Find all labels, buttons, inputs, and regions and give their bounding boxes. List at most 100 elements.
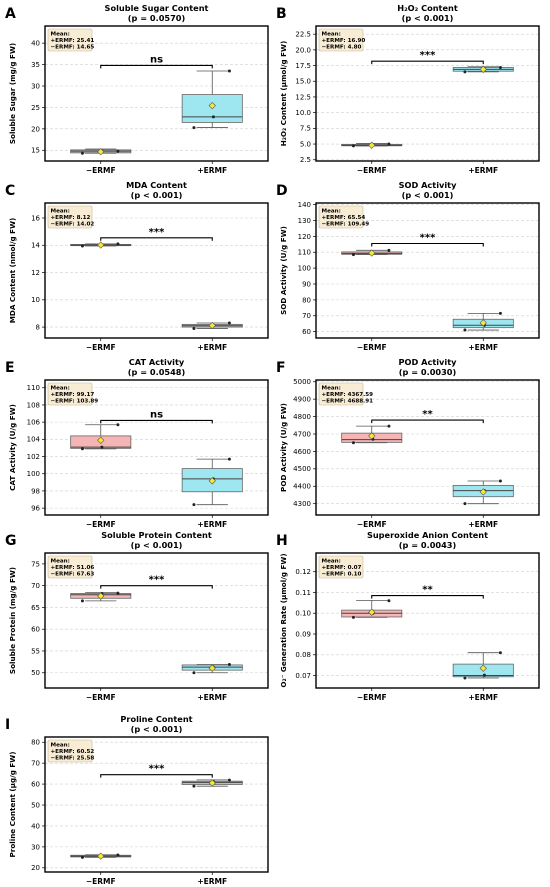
x-tick-label: −ERMF xyxy=(357,166,387,175)
y-tick-label: 75 xyxy=(31,560,40,568)
box-minus-ermf xyxy=(341,424,403,445)
panel-subtitle: (p = 0.0030) xyxy=(399,367,457,377)
y-tick-label: 60 xyxy=(302,328,311,336)
y-tick-label: 50 xyxy=(31,669,40,677)
data-point xyxy=(351,441,355,445)
data-point xyxy=(227,778,231,782)
mean-legend-entry: +ERMF: 65.54 xyxy=(322,215,366,221)
data-point xyxy=(116,423,120,427)
y-tick-label: 50 xyxy=(31,801,40,809)
data-point xyxy=(116,591,120,595)
mean-legend-entry: −ERMF: 4688.91 xyxy=(322,399,374,405)
box-plus-ermf xyxy=(452,311,514,332)
y-tick-label: 20 xyxy=(31,125,40,133)
y-tick-label: 0.12 xyxy=(295,568,311,576)
y-tick-label: 20.0 xyxy=(295,46,311,54)
data-point xyxy=(387,599,391,603)
data-point xyxy=(80,599,84,603)
mean-legend-entry: +ERMF: 16.90 xyxy=(322,38,366,44)
mean-legend-box xyxy=(47,28,93,52)
mean-legend: Mean:+ERMF: 60.52−ERMF: 25.58 xyxy=(47,739,94,763)
mean-marker xyxy=(97,148,105,156)
data-point xyxy=(463,676,467,680)
mean-legend-title: Mean: xyxy=(322,32,341,38)
x-tick-label: +ERMF xyxy=(468,166,498,175)
significance-bracket xyxy=(371,242,484,247)
panel-letter: D xyxy=(276,183,288,199)
mean-legend: Mean:+ERMF: 8.12−ERMF: 14.02 xyxy=(47,205,94,229)
mean-marker xyxy=(368,432,376,440)
x-tick-label: +ERMF xyxy=(197,693,227,702)
y-tick-label: 110 xyxy=(27,384,40,392)
y-tick-label: 20 xyxy=(31,864,40,872)
mean-marker xyxy=(208,477,216,485)
y-tick-label: 30 xyxy=(31,843,40,851)
y-tick-label: 35 xyxy=(31,61,40,69)
y-tick-label: 15.0 xyxy=(295,78,311,86)
x-tick-label: −ERMF xyxy=(357,343,387,352)
data-point xyxy=(80,855,84,859)
x-tick-label: +ERMF xyxy=(197,343,227,352)
mean-legend-title: Mean: xyxy=(51,559,70,565)
mean-legend-box xyxy=(47,555,93,579)
mean-legend-box xyxy=(318,382,364,406)
data-point xyxy=(498,65,502,69)
box-minus-ermf xyxy=(70,241,132,249)
mean-legend-title: Mean: xyxy=(322,209,341,215)
mean-marker xyxy=(97,852,105,860)
panel-g: G Soluble Protein Content(p < 0.001) 50 55 6… xyxy=(5,530,269,702)
y-tick-label: 17.5 xyxy=(295,62,311,70)
significance-bracket xyxy=(100,237,213,241)
significance-bracket xyxy=(100,774,213,778)
y-tick-label: 108 xyxy=(27,401,40,409)
y-tick-label: 10.0 xyxy=(295,109,311,117)
y-tick-label: 12 xyxy=(31,269,40,277)
y-tick-label: 4900 xyxy=(293,396,311,404)
panel-e: E CAT Activity(p = 0.0548) 96 98 100 102 104 10… xyxy=(5,357,269,529)
panel-title: Soluble Sugar Content xyxy=(105,3,209,13)
y-tick-label: 140 xyxy=(298,201,311,209)
mean-legend: Mean:+ERMF: 51.06−ERMF: 67.63 xyxy=(47,555,94,579)
mean-legend-entry: −ERMF: 0.10 xyxy=(322,572,362,578)
panel-a: A Soluble Sugar Content(p = 0.0570) 15 20 25… xyxy=(5,3,269,175)
panel-title: Soluble Protein Content xyxy=(101,530,212,540)
data-point xyxy=(498,651,502,655)
significance-label: *** xyxy=(149,227,165,238)
panel-i: I Proline Content(p < 0.001) 20 30 40 50 60 70 8… xyxy=(5,714,269,886)
panel-subtitle: (p = 0.0043) xyxy=(399,540,457,550)
y-tick-label: 4700 xyxy=(293,430,311,438)
y-axis-label: H₂O₂ Content (μmol/g FW) xyxy=(279,41,288,146)
significance-bracket xyxy=(100,419,213,424)
mean-marker xyxy=(208,664,216,672)
mean-legend-entry: +ERMF: 99.17 xyxy=(51,392,95,398)
y-tick-label: 7.5 xyxy=(300,125,311,133)
y-tick-label: 8 xyxy=(36,323,40,331)
x-tick-label: +ERMF xyxy=(468,343,498,352)
y-tick-label: 104 xyxy=(27,436,41,444)
mean-marker xyxy=(368,141,376,149)
mean-legend-title: Mean: xyxy=(51,743,70,749)
significance-bracket xyxy=(371,595,484,599)
mean-legend-entry: −ERMF: 4.80 xyxy=(322,45,362,51)
data-point xyxy=(116,242,120,246)
data-point xyxy=(351,144,355,148)
data-point xyxy=(227,457,231,461)
mean-legend-entry: +ERMF: 0.07 xyxy=(322,565,362,571)
y-tick-label: 70 xyxy=(31,582,40,590)
y-tick-label: 5.0 xyxy=(300,140,311,148)
mean-marker xyxy=(479,319,487,327)
y-tick-label: 70 xyxy=(302,312,311,320)
x-tick-label: −ERMF xyxy=(86,520,116,529)
panel-title: MDA Content xyxy=(126,180,187,190)
mean-marker xyxy=(208,102,216,110)
mean-legend-box xyxy=(47,382,93,406)
box-plus-ermf xyxy=(452,65,514,74)
panel-subtitle: (p < 0.001) xyxy=(131,190,183,200)
data-point xyxy=(387,248,391,252)
data-point xyxy=(227,662,231,666)
mean-marker xyxy=(97,241,105,249)
y-tick-label: 120 xyxy=(298,233,311,241)
box-plus-ermf xyxy=(181,778,243,788)
data-point xyxy=(80,447,84,451)
panel-subtitle: (p = 0.0570) xyxy=(128,13,186,23)
